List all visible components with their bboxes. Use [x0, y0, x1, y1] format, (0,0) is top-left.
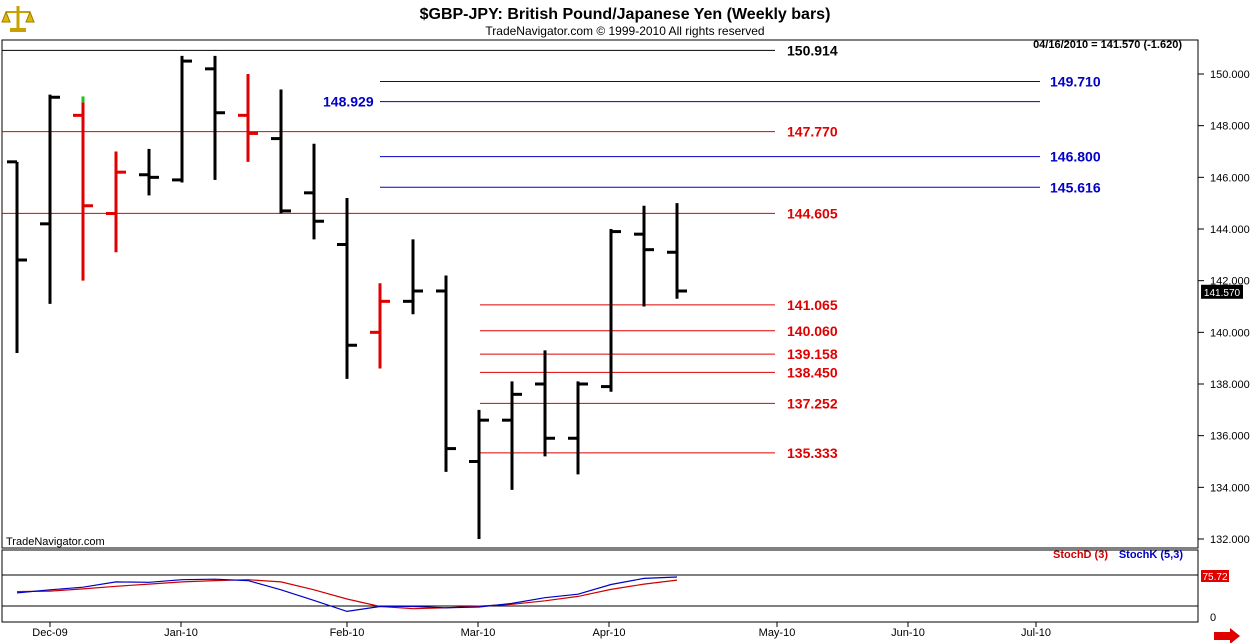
y-tick-label: 150.000 [1210, 69, 1250, 81]
level-label: 146.800 [1050, 149, 1101, 165]
ohlc-bar [535, 350, 555, 457]
x-tick-label: Jan-10 [164, 627, 198, 639]
last-price-box [1201, 284, 1243, 299]
scales-icon [1, 6, 35, 32]
ohlc-bar [7, 160, 27, 353]
ohlc-bar [436, 275, 456, 472]
y-tick-label: 146.000 [1210, 172, 1250, 184]
x-tick-label: Dec-09 [32, 627, 67, 639]
level-label: 145.616 [1050, 179, 1101, 195]
last-price-label: 141.570 [1204, 288, 1241, 299]
level-label: 150.914 [787, 42, 838, 58]
stoch-d-legend: StochD (3) [1053, 549, 1108, 561]
x-tick-label: May-10 [759, 627, 796, 639]
level-label: 144.605 [787, 205, 838, 221]
logo [1, 6, 35, 32]
stoch-d-line [16, 579, 678, 610]
stoch-value-label: 75.72 [1202, 572, 1227, 583]
y-tick-label: 132.000 [1210, 534, 1250, 546]
level-label: 140.060 [787, 323, 838, 339]
ohlc-bar [337, 198, 357, 379]
ohlc-bar [172, 55, 192, 183]
ohlc-bar [469, 409, 489, 539]
level-label: 148.929 [323, 94, 374, 110]
ohlc-bar [73, 102, 93, 281]
stoch-k-line [16, 576, 678, 613]
chart-subtitle: TradeNavigator.com © 1999-2010 All right… [485, 24, 764, 38]
level-label: 137.252 [787, 395, 838, 411]
x-tick-label: Jul-10 [1021, 627, 1051, 639]
ohlc-bar [601, 229, 621, 392]
ohlc-bar [370, 283, 390, 369]
level-label: 141.065 [787, 297, 838, 313]
level-label: 147.770 [787, 124, 838, 140]
stoch-k-legend: StochK (5,3) [1119, 549, 1184, 561]
ohlc-bar [304, 143, 324, 240]
ohlc-bar [205, 55, 225, 180]
arrow-right-icon[interactable] [1214, 628, 1240, 643]
x-tick-label: Apr-10 [592, 627, 625, 639]
stoch-zero-tick: 0 [1210, 612, 1216, 624]
ohlc-bar [502, 381, 522, 490]
y-tick-label: 148.000 [1210, 121, 1250, 133]
ohlc-bar [40, 94, 60, 304]
chart-title: $GBP-JPY: British Pound/Japanese Yen (We… [420, 6, 831, 23]
ohlc-bar [139, 148, 159, 196]
price-panel [1, 39, 1199, 549]
x-tick-label: Mar-10 [461, 627, 496, 639]
watermark: TradeNavigator.com [6, 536, 105, 548]
last-quote: 04/16/2010 = 141.570 (-1.620) [1033, 39, 1182, 51]
y-tick-label: 144.000 [1210, 224, 1250, 236]
y-tick-label: 142.000 [1210, 276, 1250, 288]
level-label: 135.333 [787, 445, 838, 461]
ohlc-bar [403, 239, 423, 315]
y-tick-label: 140.000 [1210, 327, 1250, 339]
stoch-value-box [1201, 570, 1229, 582]
ohlc-bar [634, 205, 654, 307]
x-tick-label: Jun-10 [891, 627, 925, 639]
x-tick-label: Feb-10 [330, 627, 365, 639]
stoch-panel [1, 549, 1199, 623]
y-tick-label: 136.000 [1210, 431, 1250, 443]
level-label: 139.158 [787, 346, 838, 362]
ohlc-bar [271, 89, 291, 214]
ohlc-bar [106, 151, 126, 253]
ohlc-bar [667, 203, 687, 299]
y-tick-label: 134.000 [1210, 482, 1250, 494]
level-label: 138.450 [787, 364, 838, 380]
y-tick-label: 138.000 [1210, 379, 1250, 391]
ohlc-bar [238, 74, 258, 162]
ohlc-bar [568, 381, 588, 475]
level-label: 149.710 [1050, 73, 1101, 89]
